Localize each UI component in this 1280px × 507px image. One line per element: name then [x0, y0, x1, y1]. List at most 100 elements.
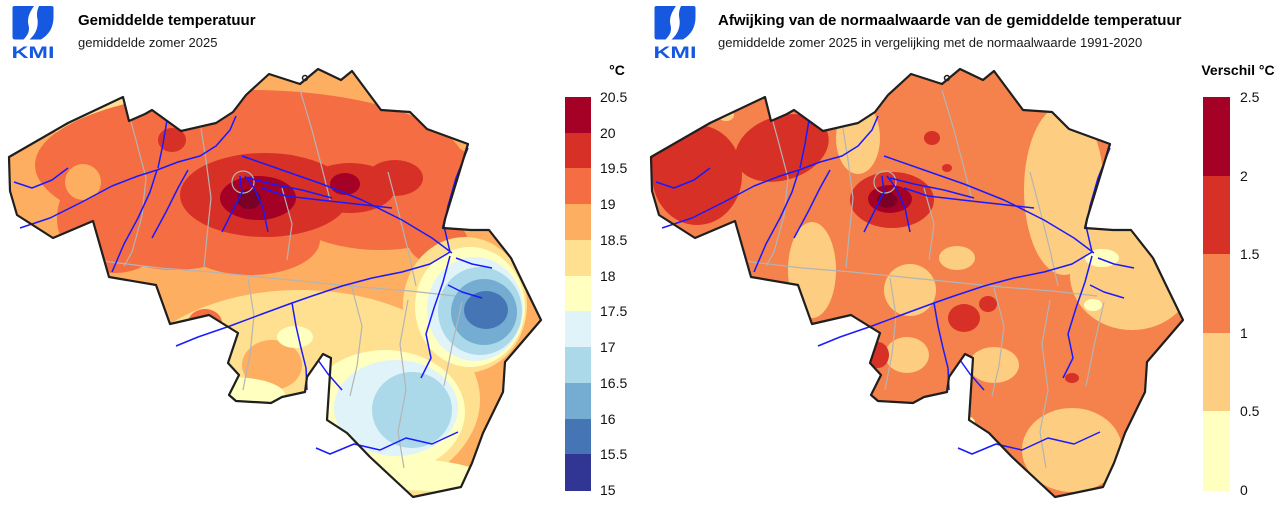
river: [315, 431, 459, 455]
contour-band: [330, 173, 360, 195]
river: [157, 119, 168, 169]
kmi-logo-mark: [654, 6, 696, 40]
legend-band: [565, 454, 591, 491]
contour-bands: [35, 87, 527, 497]
river: [1089, 284, 1125, 299]
kmi-logo-text: KMI: [654, 43, 697, 62]
page-title-anomaly: Afwijking van de normaalwaarde van de ge…: [718, 12, 1182, 29]
province-border: [387, 171, 417, 287]
legend-tick-label: 2.5: [1240, 89, 1260, 105]
legend-band: [565, 418, 591, 455]
contour-band: [924, 131, 940, 145]
river: [863, 175, 885, 233]
province-border: [397, 299, 409, 469]
legend-band: [565, 382, 591, 420]
legend-band: [565, 275, 591, 312]
river: [221, 175, 243, 233]
province-border: [123, 99, 147, 267]
legend-tick-label: 16: [600, 410, 616, 427]
river: [793, 169, 831, 239]
river: [957, 431, 1101, 455]
river: [317, 359, 343, 391]
contour-band: [242, 340, 302, 390]
river: [1062, 255, 1093, 379]
legend-band: [565, 97, 591, 134]
province-borders: [703, 89, 1105, 469]
legend-tick-label: 19.5: [600, 160, 628, 177]
province-border: [841, 121, 854, 269]
legend-tick-label: 17: [600, 339, 616, 356]
river: [1097, 257, 1135, 269]
province-border: [703, 251, 1098, 297]
legend-tick-label: 1.5: [1240, 246, 1260, 263]
province-border: [765, 99, 789, 267]
belgium-temperature-map: [7, 67, 543, 499]
river: [241, 155, 453, 254]
legend-tick-label: 2: [1240, 167, 1248, 184]
legend-band: [1203, 97, 1230, 177]
river: [753, 169, 800, 273]
contour-band: [979, 296, 997, 312]
river: [886, 175, 911, 233]
contour-band: [315, 490, 475, 497]
river: [455, 257, 493, 269]
page-subtitle-temperature: gemiddelde zomer 2025: [78, 35, 218, 50]
river: [13, 167, 69, 189]
legend-band: [565, 311, 591, 348]
province-border: [281, 187, 293, 261]
river: [903, 187, 1035, 209]
river: [661, 169, 800, 229]
river: [151, 169, 189, 239]
contour-band: [1024, 105, 1104, 275]
province-border: [61, 251, 456, 297]
river: [247, 177, 333, 199]
legend-band: [565, 132, 591, 170]
legend-tick-label: 0: [1240, 482, 1248, 498]
contour-band: [1022, 408, 1122, 492]
legend-band: [565, 204, 591, 241]
province-border: [1085, 301, 1105, 387]
river: [799, 119, 810, 169]
country-outline: [7, 67, 543, 499]
legend-tick-label: 18.5: [600, 231, 628, 248]
contour-band: [885, 337, 929, 373]
contour-band: [372, 372, 452, 448]
legend-band: [1203, 411, 1230, 491]
province-border: [199, 121, 212, 269]
contour-band: [684, 253, 724, 287]
legend-band: [1203, 254, 1230, 334]
contour-band: [295, 458, 485, 497]
kmi-logo: KMI: [12, 6, 55, 62]
river: [889, 177, 975, 199]
contour-band: [367, 160, 423, 196]
kmi-logo-text: KMI: [12, 43, 55, 62]
contour-band: [65, 164, 101, 200]
legend-tick-label: 15: [600, 482, 616, 498]
contour-band: [948, 304, 980, 332]
province-border: [242, 277, 255, 391]
legend-band: [565, 239, 591, 277]
brussels-region-border: [231, 170, 255, 194]
page-title-temperature: Gemiddelde temperatuur: [78, 12, 256, 29]
anomaly-legend-unit: Verschil °C: [1201, 62, 1275, 78]
river: [420, 255, 451, 379]
river: [447, 284, 483, 299]
contour-band: [939, 246, 975, 270]
contour-band: [237, 189, 261, 209]
contour-band: [969, 347, 1019, 383]
province-border: [443, 301, 463, 387]
contour-band: [464, 291, 508, 329]
province-border: [299, 89, 331, 201]
contour-band: [942, 164, 952, 172]
province-border: [991, 287, 1005, 397]
legend-band: [1203, 175, 1230, 255]
legend-tick-label: 15.5: [600, 446, 628, 463]
province-border: [941, 89, 973, 201]
river: [175, 302, 293, 347]
brussels-region-border: [873, 170, 897, 194]
temperature-legend-unit: °C: [609, 62, 625, 78]
river: [156, 115, 237, 171]
legend-tick-label: 18: [600, 267, 616, 284]
legend-tick-label: 0.5: [1240, 403, 1260, 420]
